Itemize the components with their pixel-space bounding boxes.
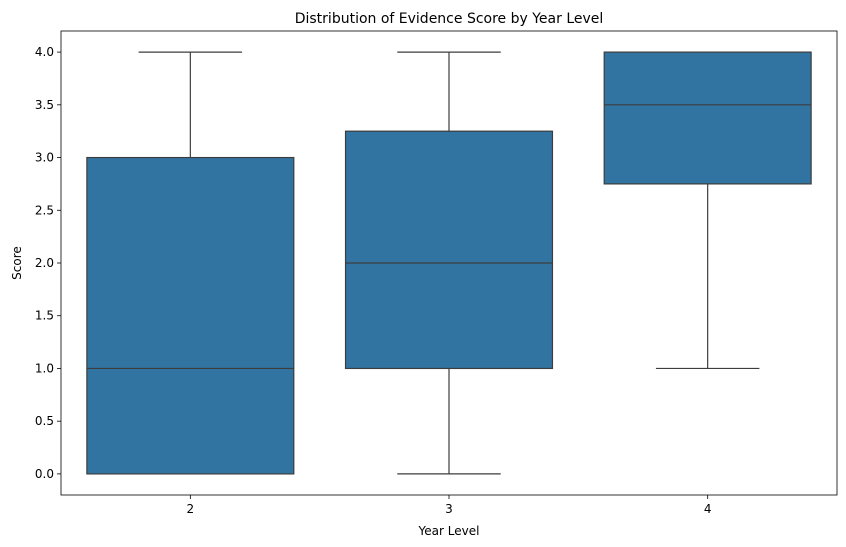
y-tick-label: 3.5 bbox=[35, 98, 54, 112]
y-tick-label: 3.0 bbox=[35, 151, 54, 165]
chart-title: Distribution of Evidence Score by Year L… bbox=[295, 11, 604, 27]
y-tick-label: 1.5 bbox=[35, 309, 54, 323]
box-group-3 bbox=[344, 51, 554, 475]
box-series bbox=[86, 51, 812, 475]
y-tick-label: 1.0 bbox=[35, 361, 54, 375]
x-tick-label: 3 bbox=[445, 502, 453, 516]
x-axis: 2 3 4 bbox=[187, 495, 712, 516]
box-group-4 bbox=[603, 51, 812, 370]
y-tick-label: 2.0 bbox=[35, 256, 54, 270]
box-iqr bbox=[86, 156, 295, 475]
box-iqr bbox=[603, 51, 812, 185]
y-axis-label: Score bbox=[10, 246, 24, 280]
y-tick-label: 4.0 bbox=[35, 45, 54, 59]
y-axis: 0.0 0.5 1.0 1.5 2.0 2.5 3.0 3.5 4.0 bbox=[35, 45, 61, 481]
box-group-2 bbox=[86, 51, 295, 475]
x-tick-label: 2 bbox=[187, 502, 195, 516]
x-axis-label: Year Level bbox=[418, 524, 480, 538]
box-iqr bbox=[344, 130, 554, 370]
x-tick-label: 4 bbox=[704, 502, 712, 516]
y-tick-label: 2.5 bbox=[35, 203, 54, 217]
y-tick-label: 0.5 bbox=[35, 414, 54, 428]
y-tick-label: 0.0 bbox=[35, 467, 54, 481]
